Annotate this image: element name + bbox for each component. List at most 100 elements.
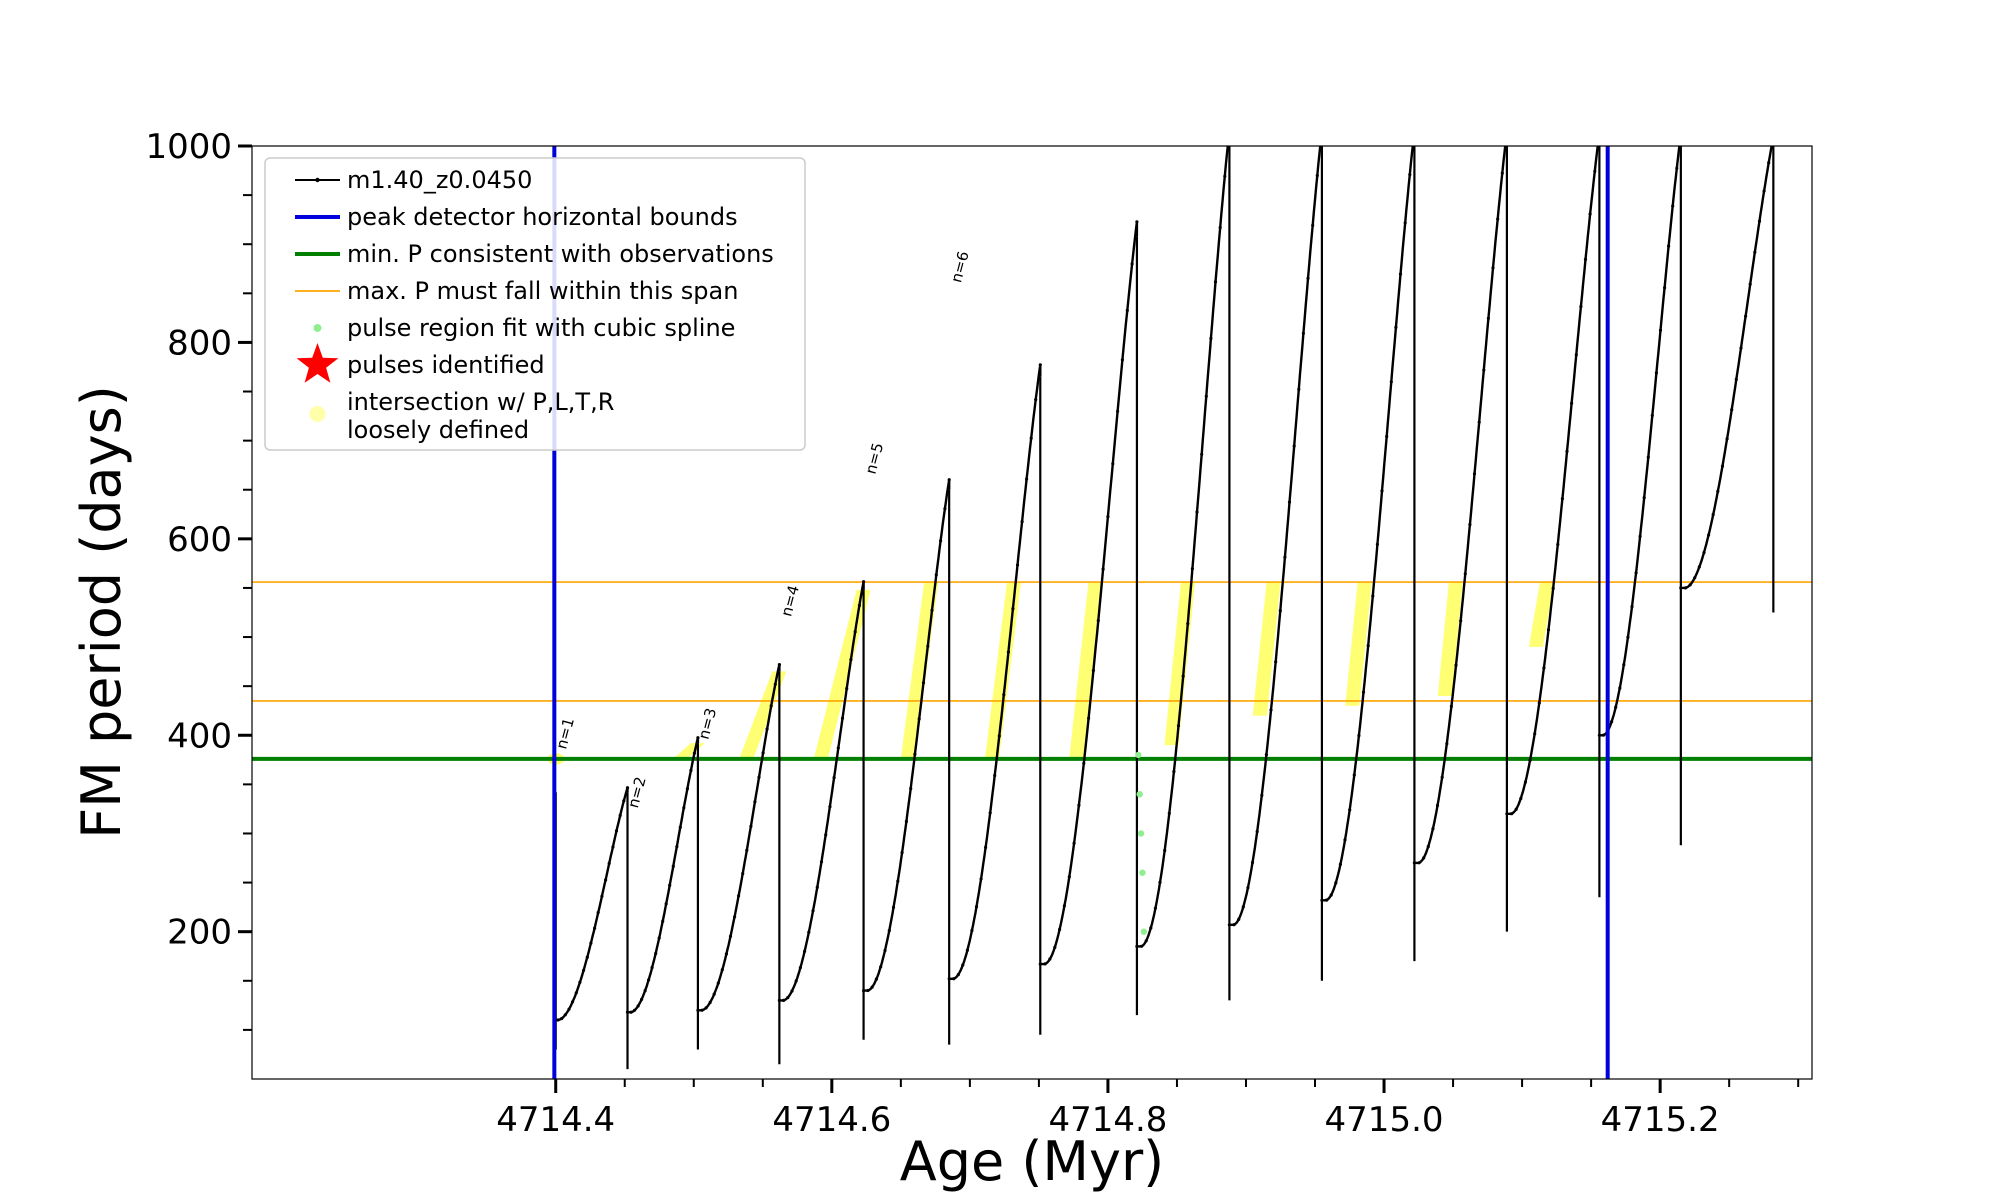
curve-point [1435, 803, 1440, 808]
curve-point [1523, 780, 1527, 784]
spline-point [1136, 790, 1143, 798]
intersection-band-5 [900, 582, 939, 759]
curve-point [1408, 173, 1412, 177]
curve-point [773, 682, 777, 686]
curve-point [1352, 773, 1356, 777]
curve-point [1454, 663, 1458, 667]
curve-point [1158, 880, 1162, 884]
curve-point [1646, 455, 1650, 459]
curve-point [815, 885, 819, 889]
curve-point [1422, 856, 1426, 860]
legend-marker-star [296, 343, 339, 383]
curve-point [1565, 449, 1569, 453]
curve-point [1748, 282, 1752, 286]
curve-point [1213, 280, 1218, 284]
curve-point [1139, 944, 1144, 948]
curve-point [614, 829, 619, 833]
curve-point [560, 1016, 564, 1021]
curve-point [675, 845, 679, 849]
curve-point [845, 687, 849, 691]
curve-point [567, 1007, 571, 1011]
legend-label-4: max. P must fall within this span [347, 277, 738, 305]
curve-point [593, 926, 597, 930]
curve-point [728, 934, 733, 938]
curve-point [589, 941, 593, 945]
curve-point [984, 845, 988, 850]
curve-point [1111, 462, 1115, 466]
curve-point [1200, 452, 1204, 456]
curve-point [1048, 957, 1052, 961]
curve-point [1058, 927, 1062, 932]
curve-point [1038, 363, 1042, 367]
legend-marker-dot [313, 324, 322, 332]
curve-point [650, 965, 654, 970]
curve-point [965, 948, 970, 952]
curve-point [1725, 437, 1729, 441]
curve-point [1181, 674, 1185, 678]
curve-point [643, 989, 647, 993]
curve-point [1067, 875, 1071, 879]
curve-point [1283, 555, 1287, 559]
curve-point [1025, 477, 1029, 481]
curve-point [1417, 861, 1421, 865]
curve-point [1509, 812, 1514, 816]
curve-point [870, 985, 874, 989]
x-tick-label: 4714.6 [772, 1100, 891, 1140]
y-tick-label: 200 [167, 913, 232, 953]
curve-point [849, 658, 853, 662]
curve-point [1186, 622, 1190, 626]
curve-point [1311, 223, 1315, 227]
curve-point [1260, 793, 1264, 798]
curve-point [1560, 497, 1564, 501]
curve-point [1385, 434, 1389, 439]
curve-point [1675, 166, 1679, 170]
curve-point [926, 644, 930, 648]
curve-point [866, 988, 870, 993]
curve-point [618, 813, 622, 818]
curve-point [1762, 189, 1766, 193]
y-tick-label: 800 [167, 323, 232, 363]
curve-point [585, 955, 589, 959]
curve-point [1426, 844, 1430, 849]
curve-point [720, 968, 724, 972]
curve-point [1739, 346, 1743, 350]
legend-marker-dot [309, 406, 326, 422]
curve-point [1744, 314, 1748, 318]
curve-point [1650, 413, 1654, 418]
curve-point [794, 979, 798, 983]
curve-point [1468, 523, 1472, 527]
curve-point [1043, 962, 1047, 966]
plot-frame [251, 145, 1813, 1080]
pulse-curve-13 [1599, 146, 1683, 737]
curve-point [1500, 171, 1504, 175]
curve-point [1375, 542, 1379, 546]
curve-point [578, 980, 582, 984]
curve-point [682, 806, 686, 810]
curve-point [563, 1013, 567, 1017]
curve-point [1053, 945, 1057, 950]
curve-point [1172, 770, 1176, 774]
curve-point [745, 848, 749, 852]
curve-point [930, 608, 934, 612]
curve-point [1734, 377, 1738, 381]
curve-point [1255, 829, 1259, 834]
curve-point [749, 824, 753, 829]
curve-point [1190, 567, 1194, 571]
curve-point [1697, 565, 1701, 569]
curve-point [1241, 905, 1245, 909]
curve-point [1218, 225, 1222, 230]
curve-point [1491, 266, 1495, 270]
legend-label-6: pulses identified [347, 351, 545, 379]
curve-point [1062, 904, 1066, 908]
curve-point [704, 1006, 708, 1010]
curve-point [988, 811, 992, 815]
curve-point [824, 833, 828, 837]
curve-point [632, 1008, 637, 1012]
pulse-curve-4 [779, 581, 865, 1002]
curve-point [836, 746, 840, 750]
curve-point [1431, 827, 1435, 831]
curve-point [1006, 650, 1011, 654]
curve-point [1361, 690, 1366, 694]
y-tick-label: 1000 [145, 127, 232, 167]
